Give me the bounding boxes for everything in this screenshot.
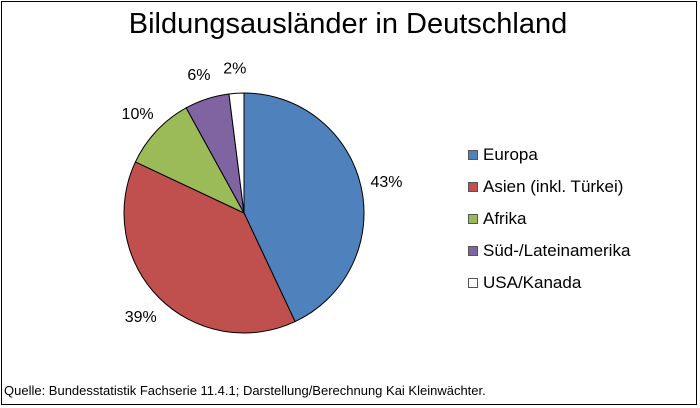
pie-slices [123, 92, 365, 334]
legend-label-europa: Europa [483, 145, 538, 164]
legend-label-afrika: Afrika [483, 209, 527, 228]
source-note: Quelle: Bundesstatistik Fachserie 11.4.1… [4, 383, 486, 398]
legend-swatch-asien [468, 182, 478, 192]
pie-slice-asien [123, 161, 296, 334]
pie-slice-europa [243, 92, 365, 323]
legend-swatch-usa-kanada [468, 278, 478, 288]
chart-title: Bildungsausländer in Deutschland [128, 8, 568, 40]
legend-swatch-suedamerika [468, 246, 478, 256]
pie-slice-usa-kanada [228, 92, 245, 214]
legend-label-usa-kanada: USA/Kanada [483, 273, 582, 292]
slice-label-usa-kanada: 2% [223, 60, 246, 77]
slice-label-asien: 39% [125, 309, 157, 326]
legend-item-asien: Asien (inkl. Türkei) [468, 171, 630, 203]
legend-item-afrika: Afrika [468, 203, 630, 235]
legend: Europa Asien (inkl. Türkei) Afrika Süd-/… [468, 139, 630, 299]
slice-labels: 43% 39% 10% 6% 2% [122, 60, 403, 326]
legend-item-europa: Europa [468, 139, 630, 171]
legend-label-asien: Asien (inkl. Türkei) [483, 177, 624, 196]
legend-item-usa-kanada: USA/Kanada [468, 267, 630, 299]
pie-slice-afrika [134, 107, 246, 215]
slice-label-afrika: 10% [122, 106, 154, 123]
legend-item-suedamerika: Süd-/Lateinamerika [468, 235, 630, 267]
legend-swatch-afrika [468, 214, 478, 224]
legend-label-suedamerika: Süd-/Lateinamerika [483, 241, 631, 260]
legend-swatch-europa [468, 150, 478, 160]
slice-label-suedamerika: 6% [187, 67, 210, 84]
slice-label-europa: 43% [370, 174, 402, 191]
